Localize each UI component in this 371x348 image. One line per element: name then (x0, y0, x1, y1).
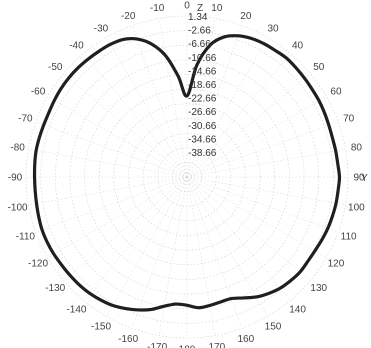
angle-tick-label: 140 (289, 304, 306, 315)
radial-tick-label: -38.66 (188, 148, 217, 159)
grid-ring (113, 103, 261, 251)
grid-spoke (186, 176, 346, 206)
angle-tick-label: 110 (341, 231, 357, 242)
radial-tick-label: -10.66 (188, 53, 217, 64)
radial-tick-label: 1.34 (188, 12, 208, 23)
angle-tick-label: -110 (16, 231, 36, 242)
grid-spoke (186, 176, 268, 317)
angle-tick-label: -170 (147, 342, 167, 348)
angle-tick-label: 30 (267, 24, 279, 35)
grid-ring (25, 15, 349, 339)
grid-spoke (158, 18, 188, 178)
angle-tick-label: 130 (310, 283, 327, 294)
grid-spoke (35, 176, 188, 233)
angle-tick-label: -150 (91, 321, 111, 332)
angle-tick-label: 60 (330, 87, 342, 98)
grid-spoke (186, 176, 339, 233)
grid-spoke (186, 176, 243, 329)
angle-tick-label: -80 (10, 143, 25, 154)
grid-ring (40, 30, 334, 324)
grid-spoke (28, 176, 188, 206)
angle-tick-label: -20 (121, 11, 136, 22)
grid-ring (54, 44, 320, 310)
angle-tick-label: -30 (94, 24, 109, 35)
angle-tick-label: -60 (31, 87, 46, 98)
radial-tick-label: -30.66 (188, 121, 217, 132)
radial-tick-label: -34.66 (188, 134, 217, 145)
grid-spoke (106, 176, 188, 317)
angle-tick-label: -70 (18, 114, 33, 125)
angle-tick-label: 0 (184, 1, 190, 12)
polar-grid (25, 15, 349, 339)
angle-tick-label: 20 (240, 11, 252, 22)
angle-tick-label: 160 (237, 334, 254, 345)
radial-tick-label: -6.66 (188, 39, 211, 50)
angle-tick-labels: 0 10 20 30 40 50 60 70 80 90 100 110 120 130 140 150 160… (8, 1, 366, 348)
grid-spoke (47, 176, 188, 258)
axis-label-z: Z (197, 3, 203, 14)
pattern-trace (32, 34, 342, 312)
axis-label-y: Y (361, 173, 368, 184)
grid-spoke (186, 148, 346, 178)
angle-tick-label: -10 (150, 3, 165, 14)
angle-tick-label: 120 (328, 259, 345, 270)
angle-tick-label: -90 (8, 173, 23, 184)
grid-spoke (28, 148, 188, 178)
grid-spoke (106, 37, 188, 178)
grid-spoke (186, 53, 291, 178)
angle-tick-label: -40 (69, 41, 84, 52)
grid-spoke (83, 176, 188, 301)
grid-spoke (63, 73, 188, 178)
angle-tick-label: 180 (179, 345, 196, 348)
grid-spoke (186, 121, 339, 178)
radial-tick-labels: 1.34 -2.66 -6.66 -10.66 -14.66 -18.66 -22.66 -2… (188, 12, 217, 159)
grid-ring (142, 132, 232, 222)
pattern-trace-layer (32, 34, 342, 312)
grid-spoke (186, 73, 311, 178)
radial-tick-label: -22.66 (188, 94, 217, 105)
grid-spoke (158, 176, 188, 336)
grid-spoke (35, 121, 188, 178)
angle-tick-label: -120 (28, 259, 48, 270)
angle-tick-label: 150 (265, 321, 282, 332)
angle-tick-label: 90 (353, 173, 365, 184)
angle-tick-label: -160 (118, 334, 138, 345)
grid-spoke (186, 176, 291, 301)
radial-tick-label: -18.66 (188, 80, 217, 91)
grid-ring (128, 118, 246, 236)
angle-tick-label: -50 (48, 62, 63, 73)
axis-labels: ZY (197, 3, 368, 184)
angle-tick-label: 40 (292, 41, 304, 52)
radial-tick-label: -26.66 (188, 107, 217, 118)
grid-spoke (131, 25, 188, 178)
grid-spoke (131, 176, 188, 329)
grid-spoke (186, 96, 327, 178)
angle-tick-label: 50 (313, 62, 325, 73)
radial-tick-label: -2.66 (188, 26, 211, 37)
grid-spoke (47, 96, 188, 178)
radial-tick-label: -14.66 (188, 66, 217, 77)
angle-tick-label: -130 (45, 283, 65, 294)
grid-spoke (63, 176, 188, 281)
angle-tick-label: 70 (343, 114, 355, 125)
grid-spoke (83, 53, 188, 178)
grid-spoke (186, 176, 216, 336)
angle-tick-label: -140 (66, 304, 86, 315)
grid-spoke (186, 176, 311, 281)
angle-tick-label: 100 (348, 202, 365, 213)
grid-ring (69, 59, 305, 295)
grid-spoke (186, 176, 327, 258)
angle-tick-label: 170 (209, 342, 226, 348)
angle-tick-label: 10 (211, 3, 223, 14)
grid-spoke (186, 37, 268, 178)
angle-tick-label: -100 (8, 202, 28, 213)
angle-tick-label: 80 (351, 143, 363, 154)
grid-spoke (186, 25, 243, 178)
